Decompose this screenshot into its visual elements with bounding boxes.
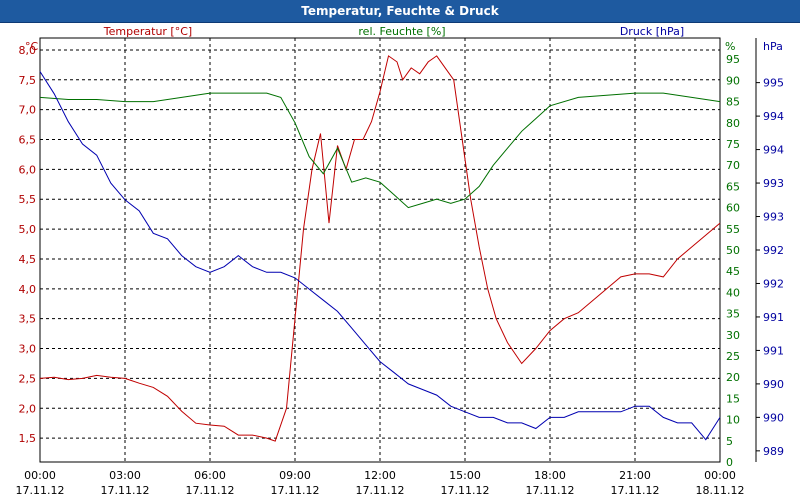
tick-labels: 8,0 7,5 7,0 6,5 6,0 5,5 5,0 4,5 4,0 3,5 3,0 2,5 2,0 1…	[16, 44, 784, 497]
mid-tick-label: 25	[726, 350, 740, 363]
x-tick-date: 17.11.12	[101, 484, 150, 497]
mid-axis-title: rel. Feuchte [%]	[358, 25, 445, 38]
left-tick-label: 1,5	[19, 432, 37, 445]
mid-tick-label: 15	[726, 392, 740, 405]
mid-tick-label: 5	[726, 435, 733, 448]
x-tick-time: 06:00	[194, 469, 226, 482]
right-tick-label: 993	[763, 177, 784, 190]
left-tick-label: 5,0	[19, 223, 37, 236]
series-line-rel-feuchte	[39, 92, 721, 209]
x-tick-date: 17.11.12	[441, 484, 490, 497]
left-tick-label: 2,5	[19, 372, 37, 385]
right-axis-unit: hPa	[763, 40, 783, 53]
left-tick-label: 7,0	[19, 104, 37, 117]
mid-tick-label: 65	[726, 180, 740, 193]
right-tick-label: 994	[763, 110, 784, 123]
right-tick-label: 995	[763, 77, 784, 90]
mid-tick-label: 20	[726, 371, 740, 384]
right-tick-label: 992	[763, 277, 784, 290]
x-tick-time: 21:00	[619, 469, 651, 482]
left-tick-label: 2,0	[19, 402, 37, 415]
x-tick-date: 17.11.12	[16, 484, 65, 497]
x-tick-time: 15:00	[449, 469, 481, 482]
right-axis-title: Druck [hPa]	[620, 25, 684, 38]
right-tick-label: 990	[763, 411, 784, 424]
x-tick-date: 18.11.12	[696, 484, 745, 497]
mid-tick-label: 70	[726, 159, 740, 172]
mid-tick-label: 35	[726, 308, 740, 321]
mid-tick-label: 55	[726, 223, 740, 236]
right-tick-label: 991	[763, 311, 784, 324]
right-tick-label: 989	[763, 445, 784, 458]
mid-tick-label: 0	[726, 456, 733, 469]
mid-tick-label: 75	[726, 138, 740, 151]
mid-tick-label: 50	[726, 244, 740, 257]
left-tick-label: 3,5	[19, 313, 37, 326]
mid-tick-label: 90	[726, 74, 740, 87]
right-tick-label: 990	[763, 378, 784, 391]
chart-title-bar: Temperatur, Feuchte & Druck	[0, 0, 800, 23]
right-tick-label: 991	[763, 344, 784, 357]
left-tick-label: 6,5	[19, 134, 37, 147]
x-tick-time: 18:00	[534, 469, 566, 482]
left-tick-label: 7,5	[19, 74, 37, 87]
mid-tick-label: 85	[726, 96, 740, 109]
mid-tick-label: 45	[726, 265, 740, 278]
mid-axis-unit: %	[725, 40, 735, 53]
x-tick-date: 17.11.12	[611, 484, 660, 497]
series-line-druck	[39, 71, 721, 441]
mid-tick-label: 95	[726, 53, 740, 66]
x-tick-date: 17.11.12	[186, 484, 235, 497]
left-tick-label: 3,0	[19, 343, 37, 356]
x-tick-time: 09:00	[279, 469, 311, 482]
series-lines	[39, 55, 721, 442]
x-tick-time: 00:00	[24, 469, 56, 482]
x-tick-time: 00:00	[704, 469, 736, 482]
x-tick-time: 03:00	[109, 469, 141, 482]
left-tick-label: 4,0	[19, 283, 37, 296]
left-tick-label: 6,0	[19, 163, 37, 176]
x-tick-date: 17.11.12	[271, 484, 320, 497]
mid-tick-label: 10	[726, 414, 740, 427]
x-tick-date: 17.11.12	[526, 484, 575, 497]
mid-tick-label: 30	[726, 329, 740, 342]
right-tick-label: 992	[763, 244, 784, 257]
left-axis-title: Temperatur [°C]	[103, 25, 192, 38]
left-tick-label: 5,5	[19, 193, 37, 206]
left-tick-label: 8,0	[19, 44, 37, 57]
mid-tick-label: 40	[726, 286, 740, 299]
left-tick-label: 4,5	[19, 253, 37, 266]
chart-title: Temperatur, Feuchte & Druck	[301, 4, 499, 18]
right-tick-label: 993	[763, 211, 784, 224]
x-tick-date: 17.11.12	[356, 484, 405, 497]
left-axis-unit: °C	[25, 40, 39, 53]
right-tick-label: 994	[763, 144, 784, 157]
mid-tick-label: 60	[726, 202, 740, 215]
x-tick-time: 12:00	[364, 469, 396, 482]
mid-tick-label: 80	[726, 117, 740, 130]
series-line-temperatur	[39, 55, 721, 442]
